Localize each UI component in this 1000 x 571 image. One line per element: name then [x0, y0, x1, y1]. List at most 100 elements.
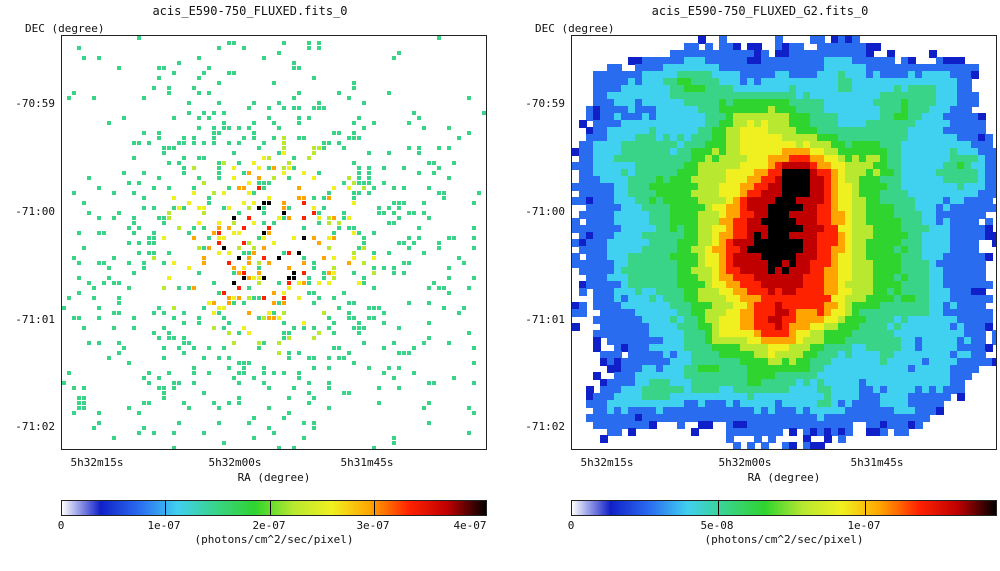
image-pixel	[227, 141, 231, 145]
image-pixel	[242, 276, 246, 280]
image-pixel	[901, 155, 909, 163]
image-pixel	[579, 190, 587, 198]
image-pixel	[232, 151, 236, 155]
image-pixel	[852, 204, 860, 212]
image-pixel	[887, 379, 895, 387]
image-pixel	[880, 148, 888, 156]
image-pixel	[950, 337, 958, 345]
image-pixel	[635, 92, 643, 100]
image-pixel	[712, 148, 720, 156]
image-pixel	[337, 91, 341, 95]
image-pixel	[387, 221, 391, 225]
image-pixel	[317, 221, 321, 225]
image-pixel	[635, 309, 643, 317]
image-pixel	[761, 421, 769, 429]
image-pixel	[754, 344, 762, 352]
image-pixel	[656, 239, 664, 247]
image-pixel	[614, 239, 622, 247]
image-pixel	[691, 372, 699, 380]
image-pixel	[705, 92, 713, 100]
image-pixel	[775, 127, 783, 135]
image-pixel	[740, 428, 748, 436]
image-pixel	[943, 295, 951, 303]
image-pixel	[719, 85, 727, 93]
image-pixel	[242, 136, 246, 140]
image-pixel	[943, 148, 951, 156]
image-pixel	[192, 141, 196, 145]
image-pixel	[242, 271, 246, 275]
image-pixel	[845, 407, 853, 415]
image-pixel	[307, 156, 311, 160]
image-pixel	[796, 330, 804, 338]
image-pixel	[82, 201, 86, 205]
image-pixel	[803, 71, 811, 79]
image-pixel	[705, 407, 713, 415]
left-image-canvas[interactable]	[61, 35, 487, 450]
image-pixel	[768, 148, 776, 156]
image-pixel	[719, 386, 727, 394]
image-pixel	[362, 261, 366, 265]
image-pixel	[726, 267, 734, 275]
image-pixel	[908, 393, 916, 401]
image-pixel	[600, 407, 608, 415]
image-pixel	[705, 274, 713, 282]
image-pixel	[192, 86, 196, 90]
image-pixel	[929, 134, 937, 142]
image-pixel	[810, 99, 818, 107]
image-pixel	[824, 99, 832, 107]
image-pixel	[698, 99, 706, 107]
image-pixel	[262, 316, 266, 320]
image-pixel	[705, 197, 713, 205]
image-pixel	[754, 351, 762, 359]
image-pixel	[656, 190, 664, 198]
image-pixel	[866, 428, 874, 436]
image-pixel	[747, 50, 755, 58]
image-pixel	[237, 381, 241, 385]
image-pixel	[452, 376, 456, 380]
image-pixel	[894, 274, 902, 282]
image-pixel	[789, 141, 797, 149]
image-pixel	[950, 281, 958, 289]
image-pixel	[740, 64, 748, 72]
image-pixel	[586, 246, 594, 254]
image-pixel	[227, 296, 231, 300]
image-pixel	[845, 393, 853, 401]
image-pixel	[754, 386, 762, 394]
image-pixel	[887, 218, 895, 226]
image-pixel	[132, 216, 136, 220]
image-pixel	[810, 106, 818, 114]
right-cbar-label-3: 1e-07	[847, 519, 881, 532]
right-image-canvas[interactable]	[571, 35, 997, 450]
image-pixel	[943, 197, 951, 205]
image-pixel	[803, 337, 811, 345]
image-pixel	[607, 64, 615, 72]
image-pixel	[287, 251, 291, 255]
image-pixel	[929, 309, 937, 317]
image-pixel	[642, 120, 650, 128]
image-pixel	[887, 267, 895, 275]
image-pixel	[908, 400, 916, 408]
image-pixel	[621, 113, 629, 121]
image-pixel	[761, 85, 769, 93]
image-pixel	[593, 232, 601, 240]
image-pixel	[663, 169, 671, 177]
image-pixel	[579, 120, 587, 128]
image-pixel	[247, 251, 251, 255]
image-pixel	[915, 183, 923, 191]
image-pixel	[838, 435, 846, 443]
image-pixel	[719, 414, 727, 422]
image-pixel	[586, 274, 594, 282]
image-pixel	[810, 183, 818, 191]
image-pixel	[642, 204, 650, 212]
image-pixel	[859, 71, 867, 79]
image-pixel	[817, 393, 825, 401]
image-pixel	[894, 113, 902, 121]
image-pixel	[417, 171, 421, 175]
image-pixel	[894, 85, 902, 93]
image-pixel	[628, 246, 636, 254]
image-pixel	[775, 120, 783, 128]
image-pixel	[873, 106, 881, 114]
image-pixel	[705, 323, 713, 331]
image-pixel	[803, 302, 811, 310]
image-pixel	[202, 226, 206, 230]
